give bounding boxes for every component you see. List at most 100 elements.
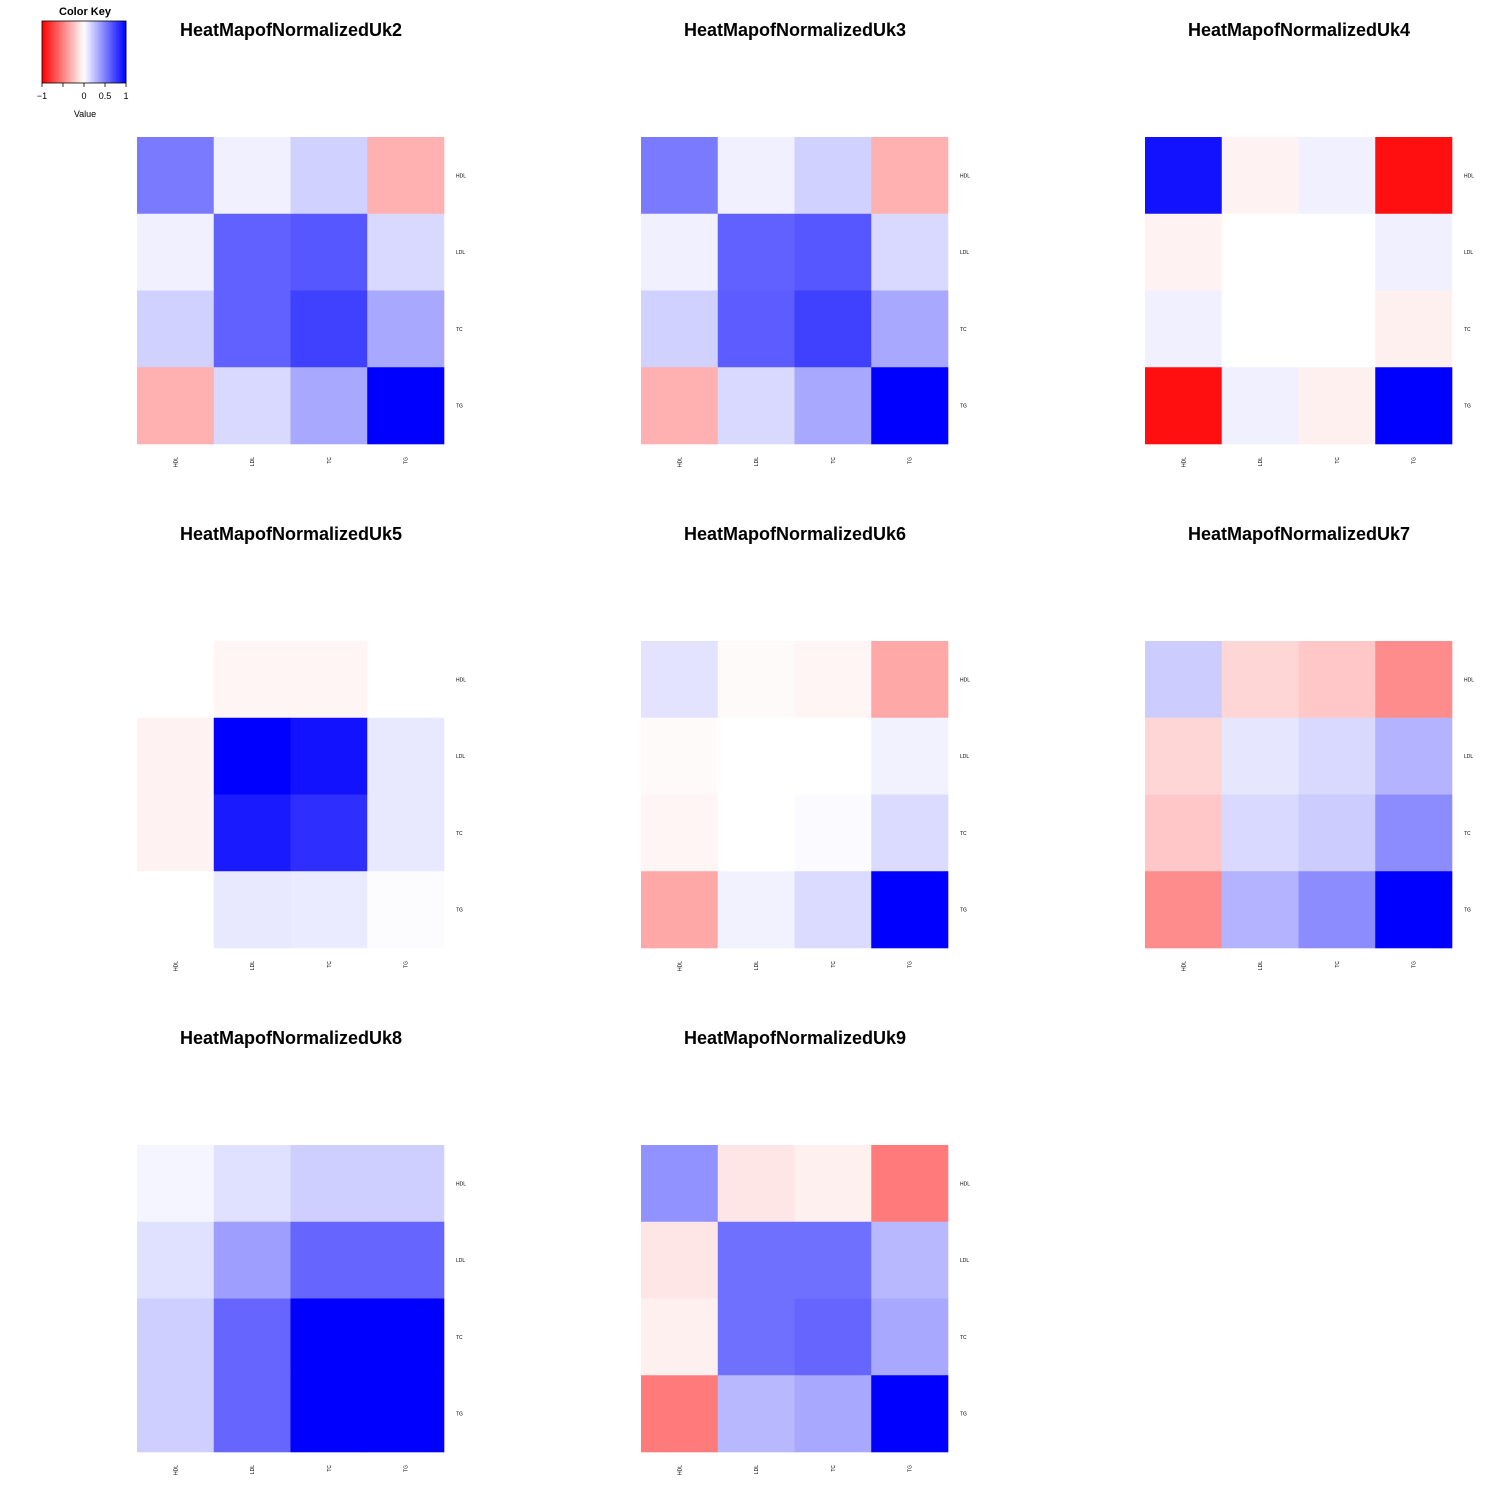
heatmap-cell: [1298, 137, 1376, 215]
heatmap-cell: [137, 137, 215, 215]
heatmap-row-label: LDL: [960, 1258, 969, 1264]
color-key-gradient-step: [70, 21, 72, 83]
heatmap-cell: [794, 290, 872, 368]
heatmap-cell: [871, 290, 949, 368]
heatmap-cell: [213, 871, 291, 949]
heatmap-cell: [794, 641, 872, 719]
heatmap-cell: [290, 794, 368, 872]
heatmap-row-label: LDL: [456, 250, 465, 256]
color-key-gradient-step: [58, 21, 61, 83]
heatmap-panel: HeatMapofNormalizedUk5 HDL LDL TC TG HDL LDL TC…: [137, 524, 466, 971]
color-key-gradient-step: [57, 21, 60, 83]
heatmap-col-label: TG: [404, 961, 410, 968]
heatmap-cell: [871, 717, 949, 795]
heatmap-cell: [290, 717, 368, 795]
color-key-gradient-step: [67, 21, 69, 83]
color-key-gradient-step: [99, 21, 102, 83]
color-key-gradient-step: [44, 21, 47, 83]
heatmap-panel: HeatMapofNormalizedUk6 HDL LDL TC TG HDL LDL TC…: [641, 524, 970, 971]
heatmap-cell: [1298, 213, 1376, 291]
heatmap-cell: [717, 717, 795, 795]
heatmap-cell: [137, 794, 215, 872]
heatmap-title: HeatMapofNormalizedUk7: [1188, 524, 1410, 544]
color-key-gradient-step: [81, 21, 83, 83]
heatmap-row-label: TC: [1464, 831, 1471, 837]
heatmap-cell: [641, 1375, 719, 1453]
heatmap-cell: [1375, 717, 1453, 795]
color-key-gradient-step: [106, 21, 109, 83]
color-key-gradient-step: [98, 21, 100, 83]
color-key-gradient-step: [107, 21, 110, 83]
heatmap-title: HeatMapofNormalizedUk9: [684, 1028, 906, 1048]
heatmap-row-label: TG: [456, 404, 463, 410]
heatmap-cell: [871, 137, 949, 215]
heatmap-row-label: TG: [1464, 404, 1471, 410]
heatmap-title: HeatMapofNormalizedUk4: [1188, 20, 1410, 40]
heatmap-cell: [1375, 367, 1453, 445]
heatmap-cell: [213, 367, 291, 445]
heatmap-col-label: LDL: [1258, 457, 1264, 466]
heatmap-col-label: LDL: [754, 961, 760, 970]
heatmap-cell: [213, 290, 291, 368]
heatmap-cell: [290, 137, 368, 215]
heatmap-cell: [871, 1221, 949, 1299]
heatmap-panel: HeatMapofNormalizedUk8 HDL LDL TC TG HDL LDL TC…: [137, 1028, 466, 1475]
heatmap-cell: [641, 794, 719, 872]
heatmap-col-label: LDL: [754, 457, 760, 466]
heatmap-cell: [137, 1145, 215, 1223]
heatmap-cell: [290, 641, 368, 719]
color-key-gradient-step: [117, 21, 120, 83]
heatmap-cell: [290, 290, 368, 368]
heatmap-row-label: HDL: [960, 677, 970, 683]
heatmap-row-label: TC: [960, 1335, 967, 1341]
color-key-gradient-step: [100, 21, 103, 83]
heatmap-cell: [1221, 871, 1299, 949]
heatmap-col-label: TC: [327, 961, 333, 968]
color-key-gradient-step: [63, 21, 65, 83]
heatmap-row-label: TC: [1464, 327, 1471, 333]
color-key-gradient-step: [84, 21, 86, 83]
heatmap-cell: [717, 641, 795, 719]
heatmap-col-label: HDL: [677, 1465, 683, 1475]
heatmap-cell: [1298, 717, 1376, 795]
color-key-gradient-step: [91, 21, 93, 83]
heatmap-col-label: LDL: [250, 1465, 256, 1474]
color-key-gradient-step: [75, 21, 78, 83]
heatmap-cell: [213, 137, 291, 215]
color-key-gradient-step: [113, 21, 116, 83]
heatmap-col-label: HDL: [173, 1465, 179, 1475]
heatmap-cell: [137, 717, 215, 795]
heatmap-cell: [137, 1221, 215, 1299]
heatmap-row-label: HDL: [1464, 173, 1474, 179]
heatmap-cell: [1298, 367, 1376, 445]
color-key-gradient-step: [56, 21, 58, 83]
heatmap-title: HeatMapofNormalizedUk5: [180, 524, 402, 544]
heatmap-row-label: TC: [456, 1335, 463, 1341]
heatmap-col-label: TC: [831, 1465, 837, 1472]
heatmap-cell: [871, 367, 949, 445]
heatmap-cell: [641, 290, 719, 368]
heatmap-cell: [213, 1298, 291, 1376]
heatmap-cell: [641, 1298, 719, 1376]
heatmap-cell: [290, 367, 368, 445]
heatmap-cell: [794, 213, 872, 291]
heatmap-cell: [1221, 213, 1299, 291]
heatmap-row-label: HDL: [456, 173, 466, 179]
heatmap-cell: [1375, 871, 1453, 949]
heatmap-col-label: TC: [327, 1465, 333, 1472]
heatmap-col-label: HDL: [677, 961, 683, 971]
color-key-xlabel: Value: [74, 109, 96, 119]
heatmap-cell: [137, 1298, 215, 1376]
heatmap-cell: [367, 290, 445, 368]
heatmap-row-label: TG: [456, 908, 463, 914]
heatmap-col-label: HDL: [173, 961, 179, 971]
heatmap-cell: [1298, 290, 1376, 368]
heatmap-cell: [290, 1221, 368, 1299]
heatmap-row-label: TC: [456, 327, 463, 333]
heatmap-cell: [367, 213, 445, 291]
color-key-gradient-step: [120, 21, 123, 83]
color-key-gradient-step: [85, 21, 88, 83]
heatmap-cell: [641, 1221, 719, 1299]
heatmap-col-label: TG: [404, 1465, 410, 1472]
color-key-gradient-step: [93, 21, 96, 83]
